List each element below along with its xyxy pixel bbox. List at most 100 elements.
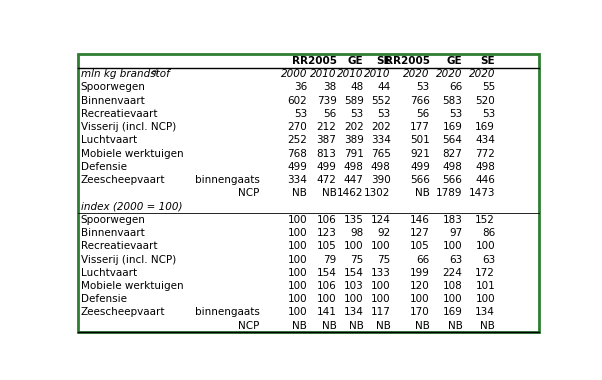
Text: 135: 135 [344,215,364,225]
Text: NB: NB [292,321,307,331]
Text: 98: 98 [350,228,364,238]
Text: 1473: 1473 [468,188,495,198]
Text: 100: 100 [344,241,364,251]
Text: GE: GE [447,56,462,66]
Text: 172: 172 [475,268,495,278]
Text: 106: 106 [317,281,337,291]
Text: 53: 53 [449,109,462,119]
Text: 154: 154 [317,268,337,278]
Text: 56: 56 [417,109,430,119]
Text: a): a) [152,68,159,74]
Text: 100: 100 [288,307,307,318]
Text: 108: 108 [442,281,462,291]
Text: 53: 53 [482,109,495,119]
Text: 224: 224 [442,268,462,278]
Text: 53: 53 [350,109,364,119]
Text: NB: NB [349,321,364,331]
Text: 53: 53 [377,109,391,119]
Text: 100: 100 [317,294,337,304]
Text: Mobiele werktuigen: Mobiele werktuigen [81,281,184,291]
Text: 199: 199 [410,268,430,278]
Text: 212: 212 [317,122,337,132]
Text: 566: 566 [442,175,462,185]
Text: GE: GE [348,56,364,66]
Text: Spoorwegen: Spoorwegen [81,215,146,225]
Text: 146: 146 [410,215,430,225]
Text: 117: 117 [371,307,391,318]
Text: 123: 123 [317,228,337,238]
Text: 270: 270 [287,122,307,132]
Text: Recreatievaart: Recreatievaart [81,109,157,119]
Text: 602: 602 [287,96,307,106]
Text: 183: 183 [442,215,462,225]
Text: 134: 134 [475,307,495,318]
Text: 2010: 2010 [310,69,337,79]
Text: 791: 791 [344,149,364,159]
Text: 101: 101 [476,281,495,291]
Text: 1302: 1302 [364,188,391,198]
Text: Zeescheepvaart: Zeescheepvaart [81,175,166,185]
Text: 124: 124 [371,215,391,225]
Text: 169: 169 [475,122,495,132]
Text: 127: 127 [410,228,430,238]
Text: 100: 100 [371,294,391,304]
Text: 202: 202 [371,122,391,132]
Text: 53: 53 [417,82,430,92]
Text: Spoorwegen: Spoorwegen [81,82,146,92]
Text: NB: NB [321,188,337,198]
Text: 2000: 2000 [281,69,307,79]
Text: 75: 75 [377,255,391,264]
Text: 739: 739 [317,96,337,106]
Text: 63: 63 [449,255,462,264]
Text: 472: 472 [317,175,337,185]
Text: 447: 447 [344,175,364,185]
Text: 86: 86 [482,228,495,238]
Text: 2010: 2010 [337,69,364,79]
Text: 765: 765 [371,149,391,159]
Text: 589: 589 [344,96,364,106]
Text: 97: 97 [449,228,462,238]
Text: NCP: NCP [238,321,259,331]
Text: 1462: 1462 [337,188,364,198]
Text: 564: 564 [442,135,462,146]
Text: 103: 103 [344,281,364,291]
Text: 120: 120 [410,281,430,291]
Text: 152: 152 [475,215,495,225]
Text: 100: 100 [410,294,430,304]
Text: 44: 44 [377,82,391,92]
Text: 202: 202 [344,122,364,132]
Text: 100: 100 [443,294,462,304]
Text: Zeescheepvaart: Zeescheepvaart [81,307,166,318]
Text: RR2005: RR2005 [291,56,337,66]
Text: Visserij (incl. NCP): Visserij (incl. NCP) [81,255,176,264]
Text: 566: 566 [410,175,430,185]
Text: NB: NB [448,321,462,331]
Text: 813: 813 [317,149,337,159]
Text: 334: 334 [287,175,307,185]
Text: 446: 446 [475,175,495,185]
Text: Luchtvaart: Luchtvaart [81,135,137,146]
Text: 501: 501 [410,135,430,146]
Text: NB: NB [415,188,430,198]
Text: 66: 66 [449,82,462,92]
Text: 390: 390 [371,175,391,185]
Text: binnengaats: binnengaats [194,175,259,185]
Text: 100: 100 [371,241,391,251]
Text: 387: 387 [317,135,337,146]
Text: 56: 56 [323,109,337,119]
Text: 252: 252 [287,135,307,146]
Text: 498: 498 [371,162,391,172]
Text: 498: 498 [475,162,495,172]
Text: 768: 768 [287,149,307,159]
Text: 772: 772 [475,149,495,159]
Text: 92: 92 [377,228,391,238]
Text: Mobiele werktuigen: Mobiele werktuigen [81,149,184,159]
Text: 133: 133 [371,268,391,278]
Text: 100: 100 [288,268,307,278]
Text: NB: NB [292,188,307,198]
Text: Recreatievaart: Recreatievaart [81,241,157,251]
Text: RR2005: RR2005 [385,56,430,66]
Text: 583: 583 [442,96,462,106]
Text: 106: 106 [317,215,337,225]
Text: 1789: 1789 [436,188,462,198]
